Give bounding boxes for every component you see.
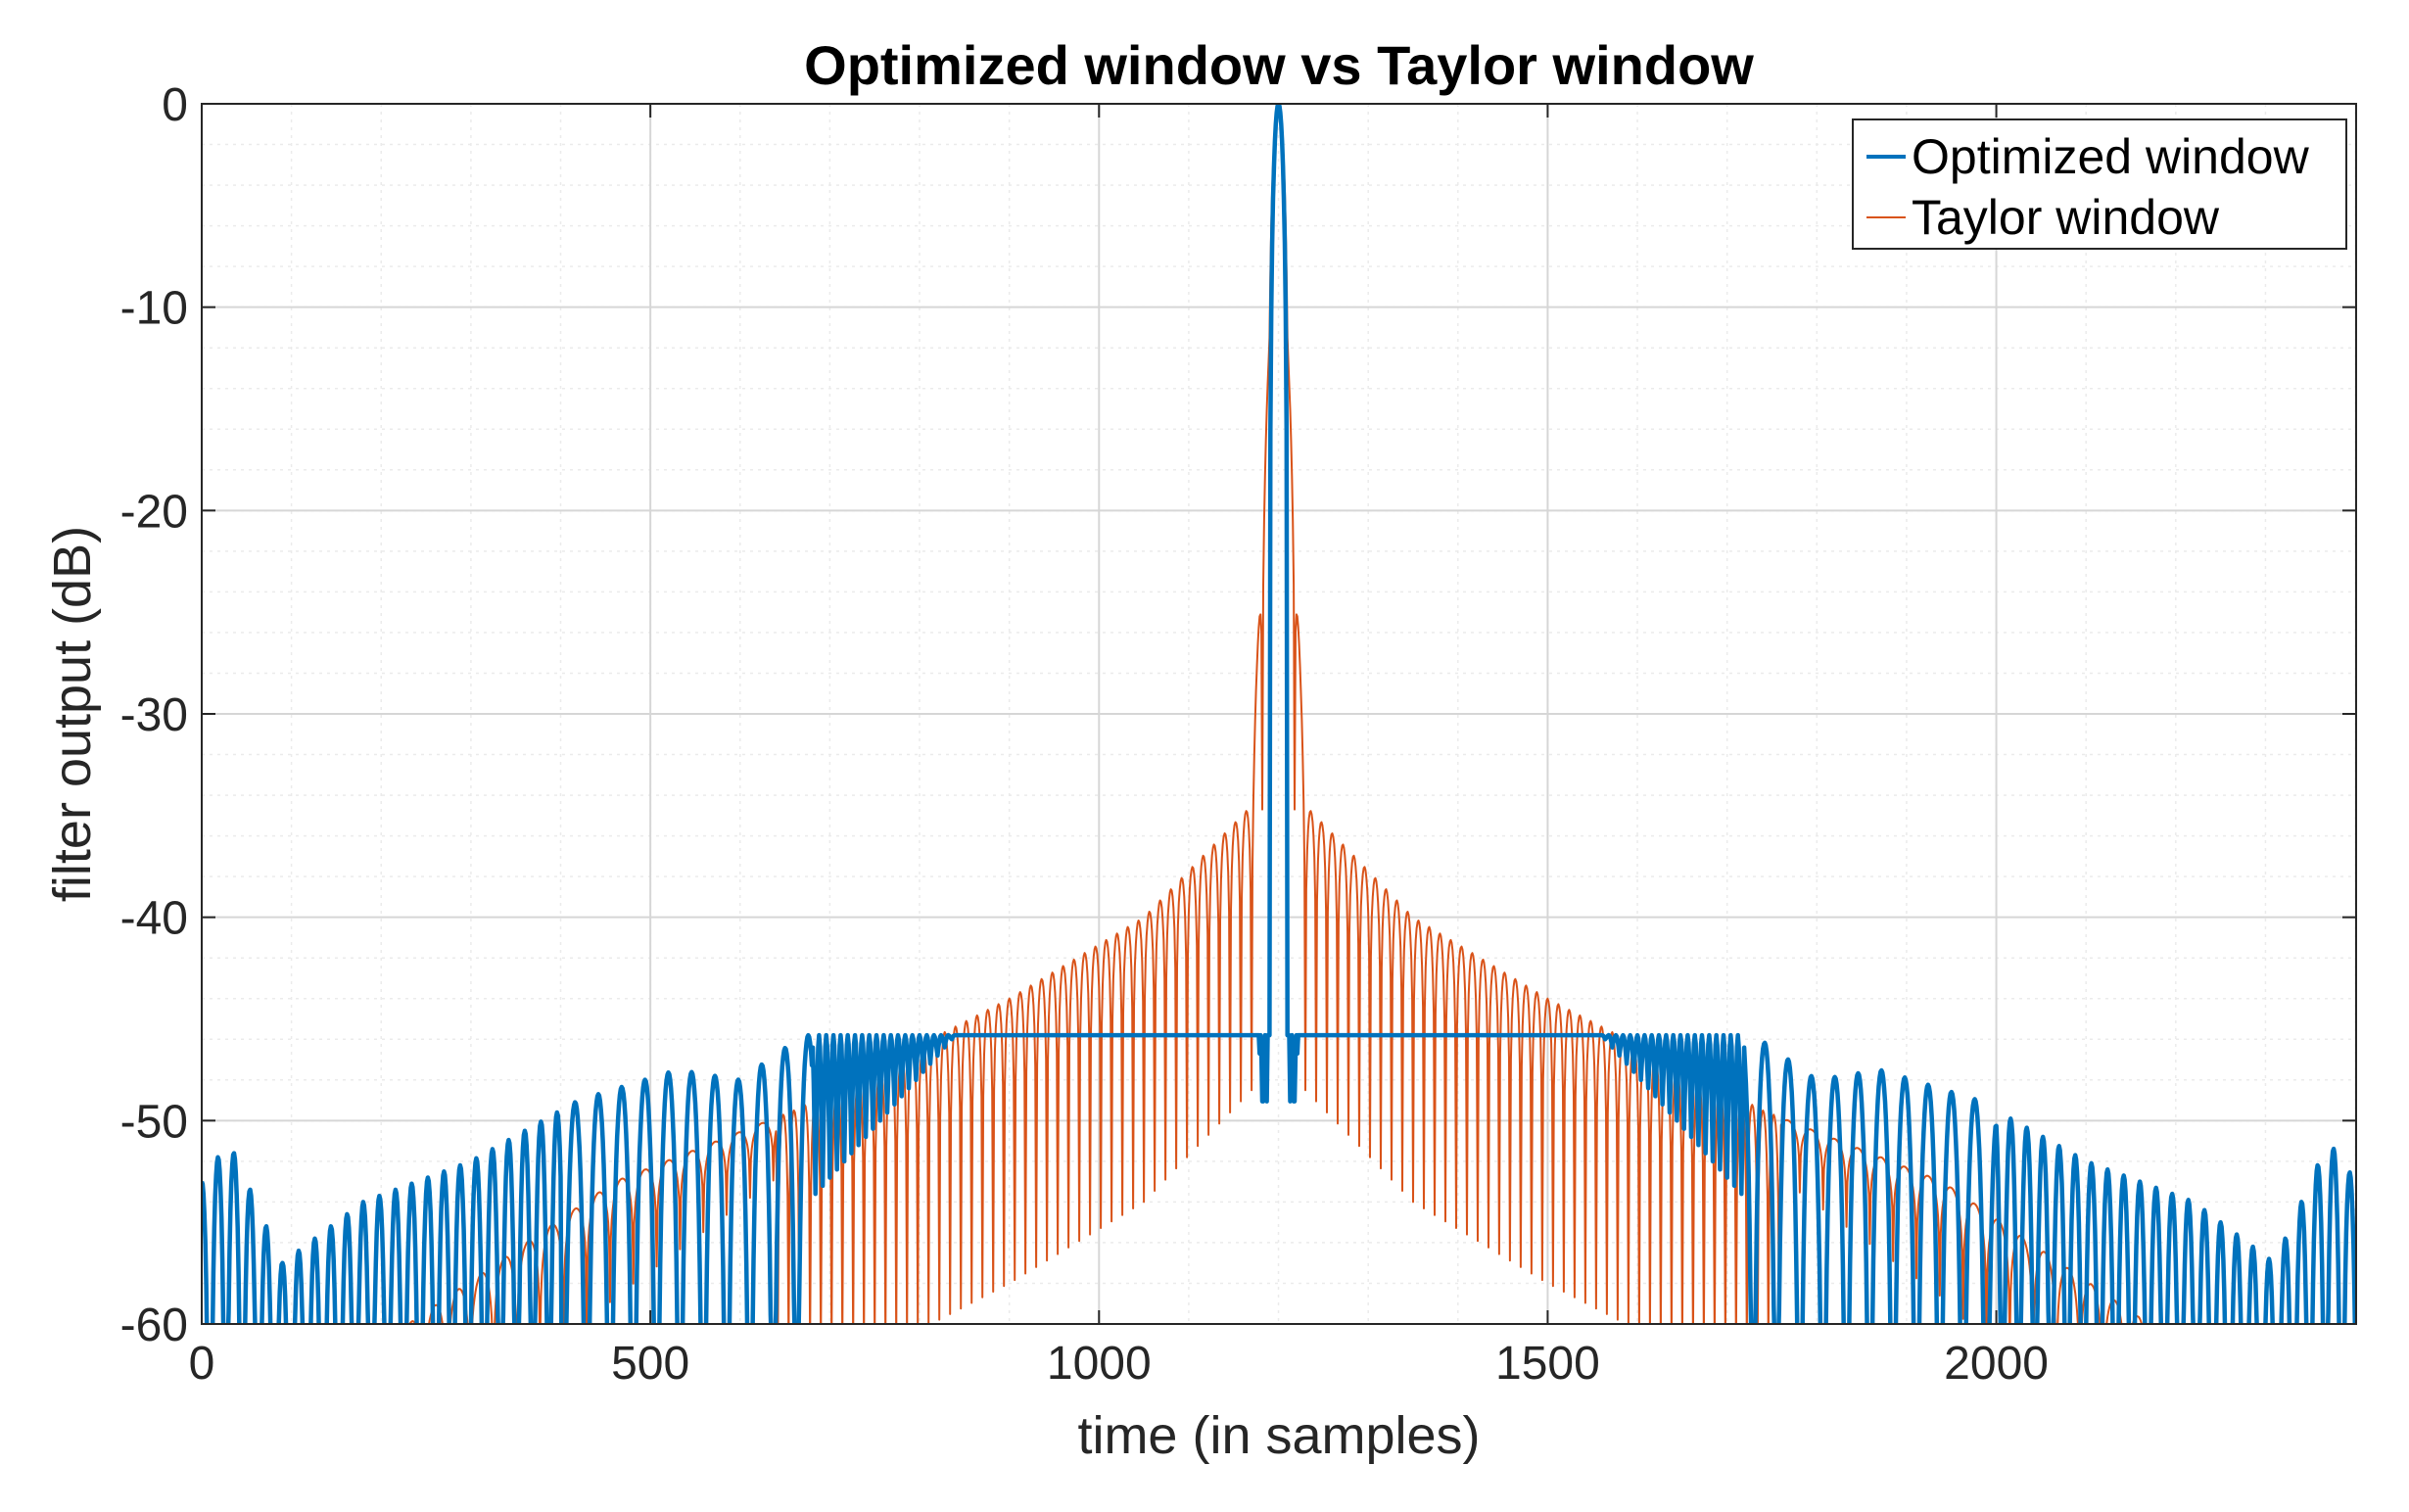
x-tick-label: 1000 xyxy=(1047,1338,1152,1390)
y-tick-label: -10 xyxy=(120,283,188,335)
y-axis-label: filter output (dB) xyxy=(43,526,102,902)
chart-title: Optimized window vs Taylor window xyxy=(804,34,1754,96)
legend-label-optimized: Optimized window xyxy=(1912,129,2310,184)
y-tick-label: -40 xyxy=(120,893,188,945)
y-tick-label: -50 xyxy=(120,1096,188,1148)
x-tick-label: 2000 xyxy=(1944,1338,2049,1390)
x-tick-label: 500 xyxy=(611,1338,689,1390)
y-tick-label: -20 xyxy=(120,486,188,538)
y-tick-label: -60 xyxy=(120,1299,188,1351)
x-axis-label: time (in samples) xyxy=(1077,1406,1480,1465)
series-line-optimized xyxy=(202,104,2356,1324)
ticks: 0 500 1000 1500 2000 0 -10 -20 -30 -40 -50 -60 xyxy=(120,79,2356,1390)
x-tick-label: 1500 xyxy=(1495,1338,1600,1390)
legend-label-taylor: Taylor window xyxy=(1912,190,2220,245)
y-tick-label: -30 xyxy=(120,689,188,741)
y-tick-label: 0 xyxy=(162,79,188,131)
legend-box xyxy=(1852,118,2347,250)
grid xyxy=(201,103,2356,1325)
x-tick-label: 0 xyxy=(189,1338,215,1390)
legend: Optimized window Taylor window xyxy=(1852,118,2347,250)
